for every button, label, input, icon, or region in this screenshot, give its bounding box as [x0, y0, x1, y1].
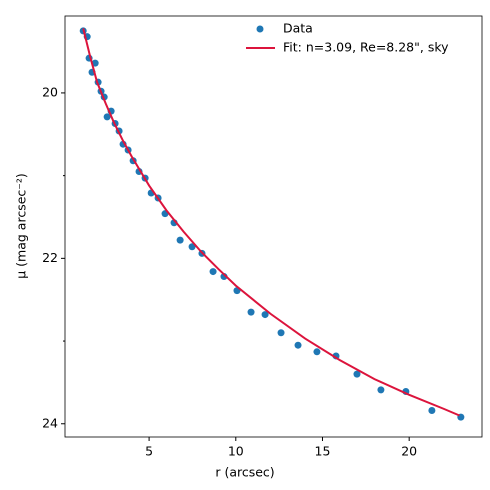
y-axis-label: μ (mag arcsec⁻²)	[14, 173, 29, 279]
x-tick-label: 20	[401, 444, 417, 459]
legend-label: Data	[283, 21, 313, 36]
y-tick-label: 20	[42, 84, 58, 99]
x-axis-label: r (arcsec)	[215, 465, 274, 480]
x-tick-label: 5	[145, 444, 153, 459]
legend-label: Fit: n=3.09, Re=8.28", sky	[283, 40, 449, 55]
legend-marker	[256, 25, 264, 33]
data-point	[247, 308, 255, 316]
data-point	[209, 268, 217, 276]
data-point	[353, 370, 361, 378]
data-point	[294, 341, 302, 349]
plot-frame	[64, 15, 483, 438]
fit-line	[82, 28, 460, 417]
data-point	[277, 329, 285, 337]
data-point	[176, 236, 184, 244]
y-tick-label: 24	[42, 415, 58, 430]
data-point	[428, 407, 436, 415]
data-point	[377, 386, 385, 394]
x-tick-label: 10	[228, 444, 244, 459]
data-point	[103, 113, 111, 121]
data-point	[313, 348, 321, 356]
data-point	[188, 243, 196, 251]
x-tick-label: 15	[315, 444, 331, 459]
y-tick-label: 22	[42, 250, 58, 265]
data-point	[261, 311, 269, 319]
